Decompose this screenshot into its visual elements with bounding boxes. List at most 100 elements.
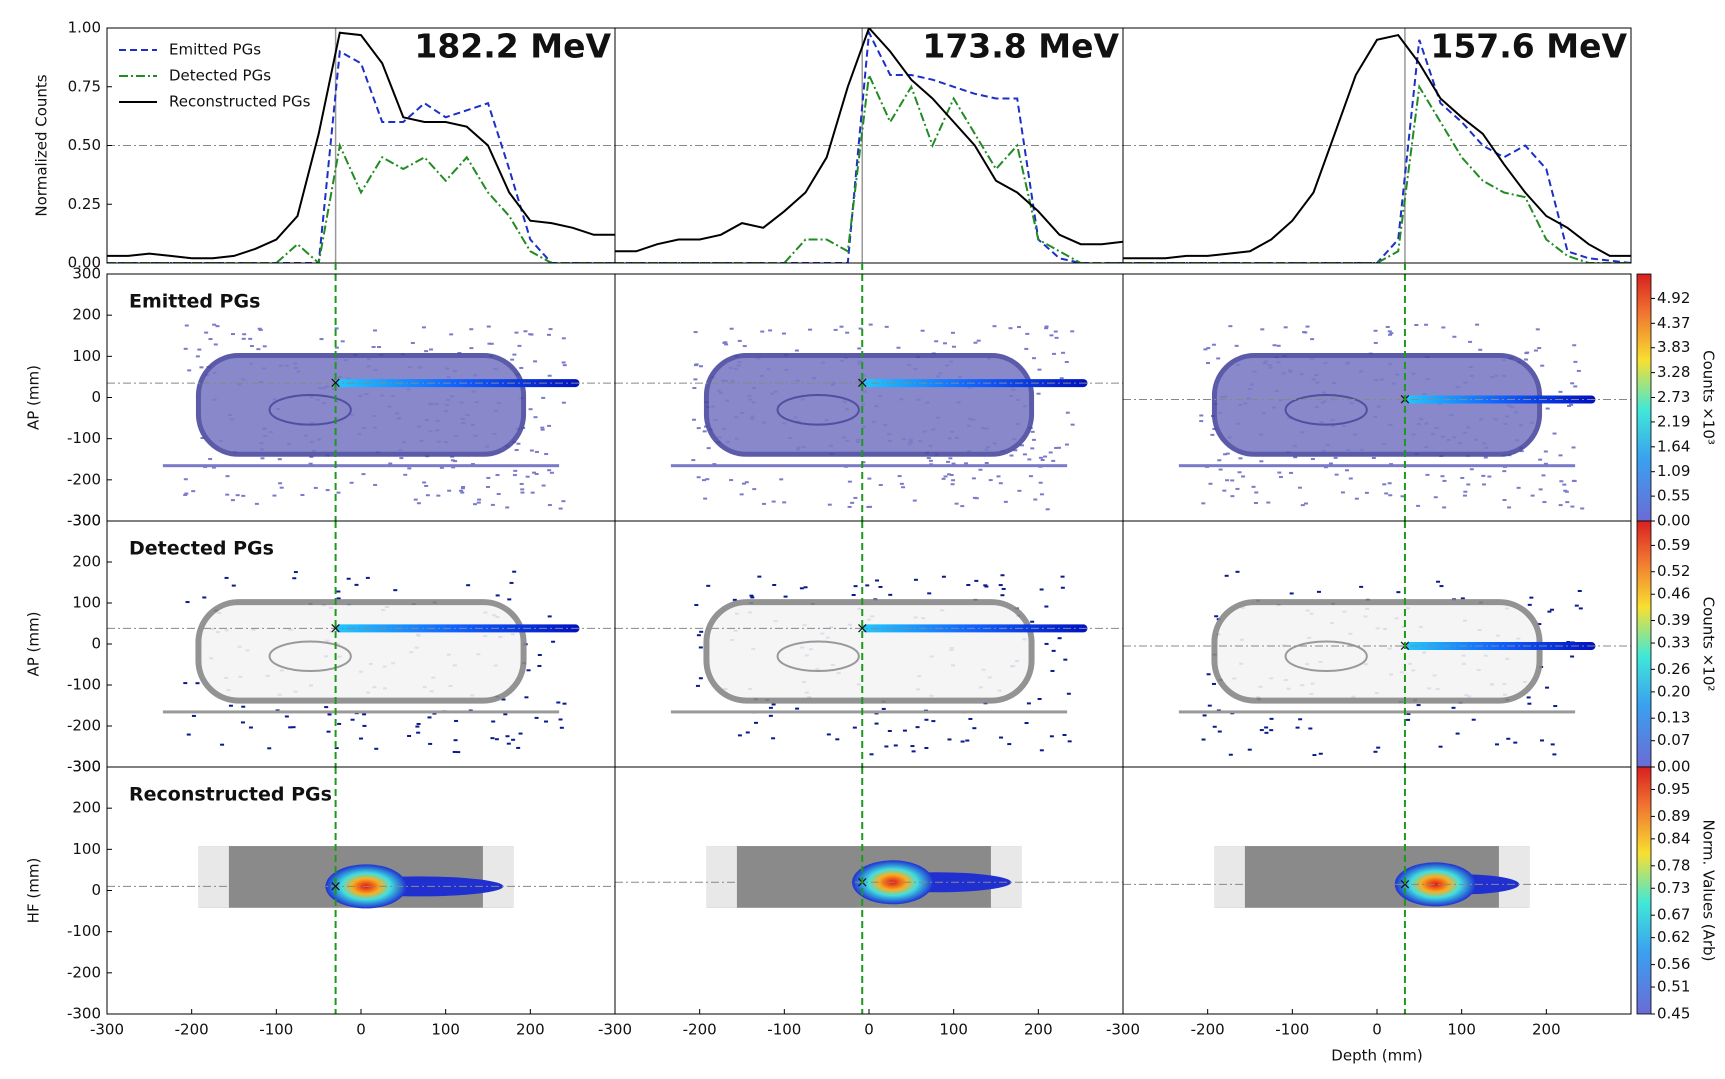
scatter-speck — [1260, 328, 1265, 331]
scatter-speck — [489, 342, 494, 345]
scatter-speck — [847, 505, 852, 508]
scatter-speck — [827, 503, 832, 506]
marker-x: × — [856, 619, 869, 637]
scatter-speck — [845, 331, 850, 334]
panel: × Reconstructed PGs HF (mm) -300 -200 -100 0 10… — [25, 758, 616, 1039]
marker-x: × — [856, 374, 869, 392]
scatter-speck — [562, 364, 567, 367]
plot-area — [107, 28, 615, 263]
scatter-speck — [494, 738, 499, 741]
scatter-speck — [486, 325, 491, 328]
scatter-speck — [1201, 738, 1206, 741]
scatter-speck — [1438, 745, 1443, 748]
scatter-speck — [857, 347, 862, 350]
scatter-speck — [974, 579, 979, 582]
scatter-speck — [1211, 343, 1216, 346]
scatter-speck — [941, 477, 946, 480]
scatter-speck — [544, 720, 549, 723]
x-tick-label: -100 — [1275, 1021, 1309, 1039]
scatter-speck — [1269, 717, 1274, 720]
scatter-speck — [1000, 594, 1005, 597]
scatter-speck — [1235, 570, 1240, 573]
scatter-speck — [1218, 468, 1223, 471]
scatter-speck — [1460, 597, 1465, 600]
scatter-speck — [1570, 655, 1575, 658]
scatter-speck — [1066, 692, 1071, 695]
scatter-speck — [456, 751, 461, 754]
organ — [1284, 394, 1368, 426]
x-tick-label: 200 — [1532, 1021, 1561, 1039]
scatter-speck — [896, 346, 901, 349]
scatter-speck — [1230, 479, 1235, 482]
scatter-speck — [1424, 323, 1429, 326]
scatter-speck — [696, 427, 701, 430]
scatter-speck — [779, 478, 784, 481]
scatter-speck — [1070, 423, 1075, 426]
scatter-speck — [1384, 492, 1389, 495]
scatter-speck — [518, 732, 523, 735]
scatter-speck — [1044, 605, 1049, 608]
scatter-speck — [191, 714, 196, 717]
scatter-speck — [224, 576, 229, 579]
scatter-speck — [693, 331, 698, 334]
scatter-speck — [292, 577, 297, 580]
scatter-speck — [1527, 603, 1532, 606]
scatter-speck — [336, 590, 341, 593]
scatter-speck — [1524, 358, 1529, 361]
x-tick-label: -300 — [90, 1021, 124, 1039]
dose-blob — [1394, 862, 1477, 907]
scatter-speck — [547, 504, 552, 507]
scatter-speck — [1212, 725, 1217, 728]
scatter-speck — [1469, 468, 1474, 471]
colorbar-tick-label: 1.09 — [1657, 462, 1690, 480]
scatter-speck — [548, 328, 553, 331]
scatter-speck — [242, 333, 247, 336]
colorbar-tick-label: 0.52 — [1657, 562, 1690, 580]
scatter-speck — [284, 715, 289, 718]
scatter-speck — [184, 492, 189, 495]
scatter-speck — [200, 437, 205, 440]
scatter-speck — [407, 734, 412, 737]
scatter-speck — [869, 753, 874, 756]
beam — [335, 379, 580, 388]
organ — [776, 640, 860, 673]
scatter-speck — [888, 593, 893, 596]
legend-label: Emitted PGs — [169, 41, 261, 59]
scatter-speck — [847, 480, 852, 483]
scatter-speck — [1067, 740, 1072, 743]
scatter-speck — [760, 330, 765, 333]
x-tick-label: 0 — [1372, 1021, 1382, 1039]
scatter-speck — [1396, 591, 1401, 594]
scatter-speck — [1468, 340, 1473, 343]
scatter-speck — [966, 583, 971, 586]
y-tick-label: -200 — [67, 717, 101, 735]
scatter-speck — [850, 501, 855, 504]
scatter-speck — [326, 730, 331, 733]
y-tick-label: -300 — [67, 758, 101, 776]
scatter-speck — [1333, 456, 1338, 459]
panel-label: Detected PGs — [129, 538, 274, 560]
scatter-speck — [1308, 727, 1313, 730]
scatter-speck — [875, 579, 880, 582]
scatter-speck — [202, 596, 207, 599]
scatter-speck — [1061, 351, 1066, 354]
scatter-speck — [1482, 483, 1487, 486]
scatter-speck — [428, 742, 433, 745]
scatter-speck — [1506, 737, 1511, 740]
scatter-speck — [528, 408, 533, 411]
scatter-speck — [1223, 453, 1228, 456]
scatter-speck — [516, 442, 521, 445]
scatter-speck — [1044, 642, 1049, 645]
scatter-speck — [231, 584, 236, 587]
scatter-speck — [1382, 483, 1387, 486]
scatter-speck — [336, 597, 341, 600]
scatter-speck — [1570, 505, 1575, 508]
scatter-speck — [741, 482, 746, 485]
scatter-speck — [858, 327, 863, 330]
scatter-speck — [558, 718, 563, 721]
scatter-speck — [1502, 470, 1507, 473]
scatter-speck — [371, 345, 376, 348]
scatter-speck — [184, 324, 189, 327]
scatter-speck — [1572, 344, 1577, 347]
scatter-speck — [1009, 454, 1014, 457]
